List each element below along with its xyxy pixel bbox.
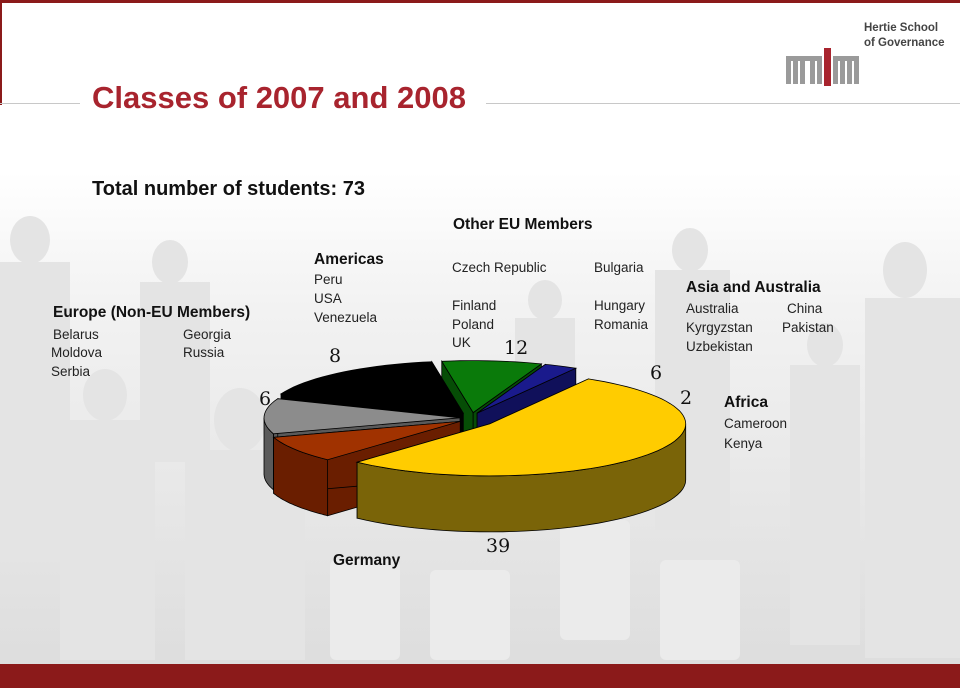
slice-europe-non-eu-top: [272, 421, 461, 461]
slide-title: Classes of 2007 and 2008: [88, 80, 470, 116]
country-kyrgyzstan: Kyrgyzstan: [686, 320, 753, 335]
title-rule-left: [0, 103, 80, 104]
country-uzbekistan: Uzbekistan: [686, 339, 753, 354]
country-peru: Peru: [314, 272, 343, 287]
slice-other-eu-top: [279, 361, 464, 414]
country-czech-republic: Czech Republic: [452, 260, 547, 275]
slice-germany-top: [355, 378, 687, 477]
value-label-other-eu: 12: [504, 337, 529, 359]
value-label-europe-non-eu: 6: [259, 388, 272, 410]
country-russia: Russia: [183, 345, 225, 360]
footer-bar: [0, 664, 960, 688]
top-border: [0, 0, 960, 3]
country-poland: Poland: [452, 317, 495, 332]
country-romania: Romania: [594, 317, 649, 332]
country-moldova: Moldova: [51, 345, 103, 360]
value-label-americas: 8: [329, 345, 342, 367]
asia-australia-heading: Asia and Australia: [686, 279, 821, 296]
organization-line-1: Hertie School: [864, 22, 939, 34]
organization-name: Hertie School of Governance: [864, 21, 945, 51]
africa-heading: Africa: [724, 394, 768, 411]
value-label-asia-australia: 6: [650, 362, 663, 384]
country-finland: Finland: [452, 298, 497, 313]
americas-heading: Americas: [314, 251, 384, 268]
total-students: Total number of students: 73: [92, 178, 365, 200]
slice-germany: [355, 378, 687, 533]
country-uk: UK: [452, 335, 471, 350]
country-hungary: Hungary: [594, 298, 646, 313]
europe-non-eu-heading: Europe (Non-EU Members): [53, 304, 251, 321]
country-cameroon: Cameroon: [724, 416, 788, 431]
value-label-africa: 2: [680, 387, 693, 409]
organization-line-2: of Governance: [864, 37, 945, 49]
country-belarus: Belarus: [53, 327, 99, 342]
country-georgia: Georgia: [183, 327, 232, 342]
value-label-germany: 39: [486, 535, 511, 557]
title-rule-right: [486, 103, 960, 104]
left-border: [0, 0, 2, 105]
country-kenya: Kenya: [724, 436, 763, 451]
country-usa: USA: [314, 291, 342, 306]
slice-africa-top: [476, 363, 578, 414]
other-eu-heading: Other EU Members: [453, 216, 593, 233]
country-australia: Australia: [686, 301, 739, 316]
slice-americas-side: [263, 417, 274, 491]
slice-asia-australia-top: [441, 360, 543, 414]
country-china: China: [787, 301, 823, 316]
country-bulgaria: Bulgaria: [594, 260, 644, 275]
country-serbia: Serbia: [51, 364, 91, 379]
mpp-logo: [786, 48, 859, 86]
germany-heading: Germany: [333, 552, 401, 569]
country-pakistan: Pakistan: [782, 320, 834, 335]
slice-americas-top: [263, 398, 461, 435]
country-venezuela: Venezuela: [314, 310, 378, 325]
